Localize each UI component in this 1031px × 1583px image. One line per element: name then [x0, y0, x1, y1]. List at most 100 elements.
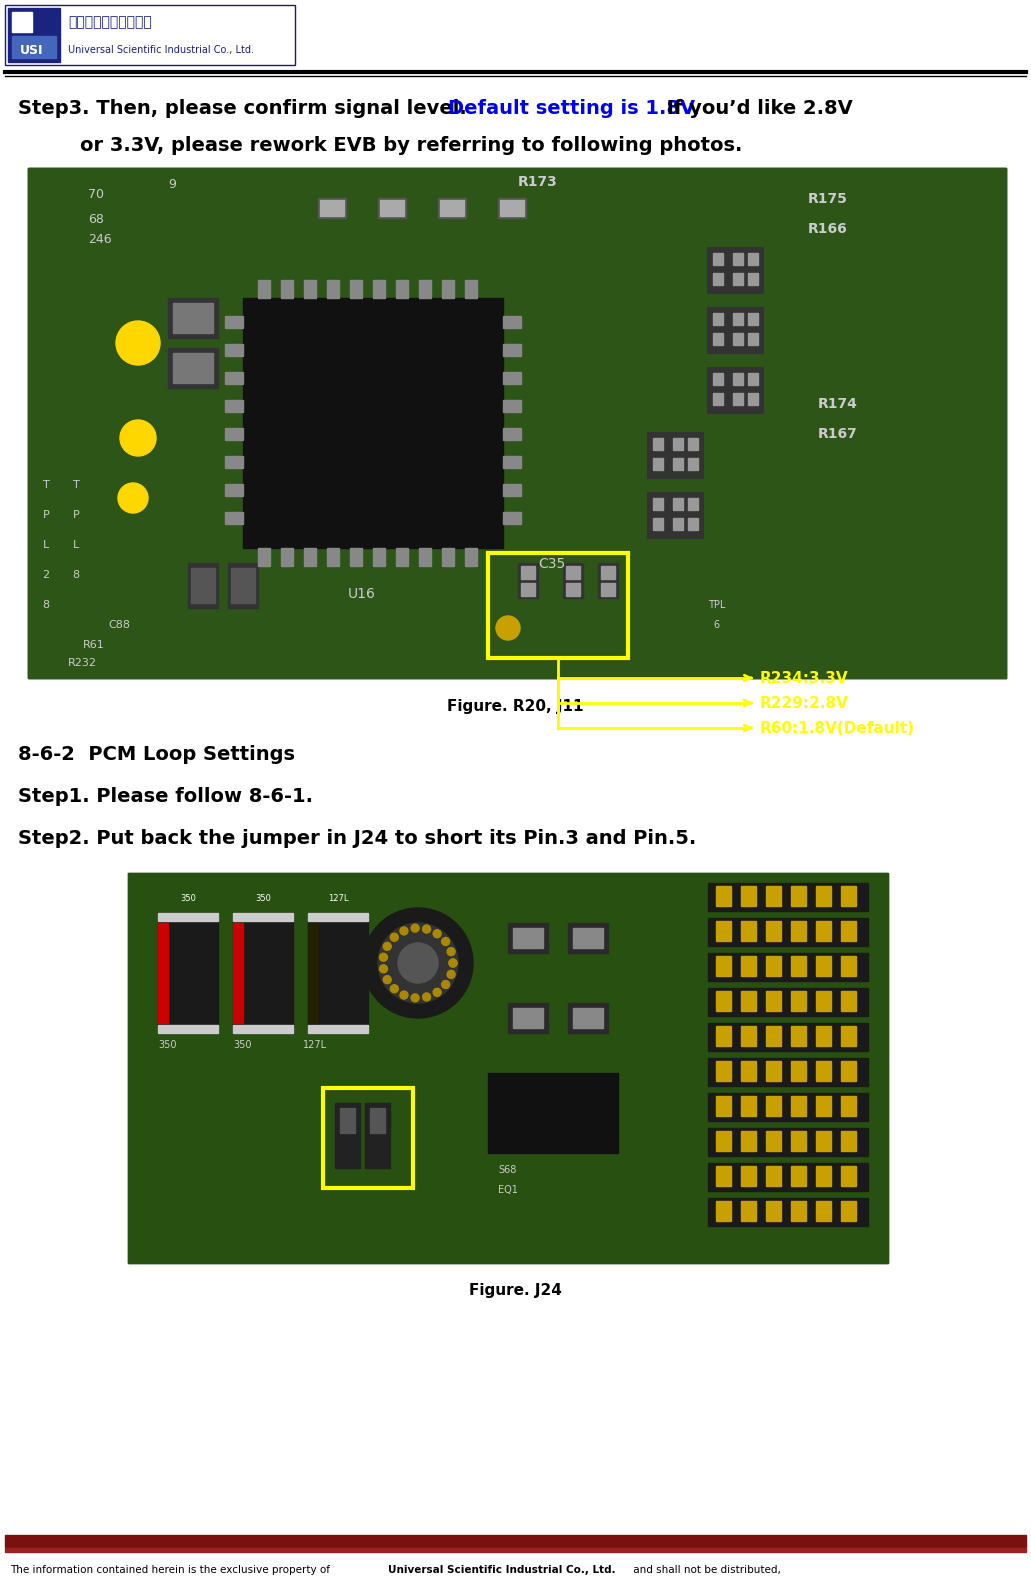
- Bar: [498, 198, 526, 218]
- Bar: [841, 1167, 856, 1186]
- Bar: [816, 1201, 831, 1220]
- Bar: [716, 1026, 731, 1046]
- Bar: [741, 886, 756, 905]
- Bar: [816, 991, 831, 1012]
- Bar: [563, 564, 583, 598]
- Bar: [8, 8, 60, 62]
- Bar: [500, 199, 524, 215]
- Text: R174: R174: [818, 397, 858, 412]
- Bar: [335, 1103, 360, 1168]
- Bar: [708, 1198, 868, 1225]
- Circle shape: [433, 929, 441, 937]
- Bar: [327, 548, 339, 567]
- Bar: [713, 272, 723, 285]
- Bar: [373, 548, 385, 567]
- Bar: [716, 886, 731, 905]
- Bar: [766, 1095, 781, 1116]
- Bar: [841, 1201, 856, 1220]
- Text: 350: 350: [180, 894, 196, 902]
- Bar: [158, 923, 168, 1023]
- Text: USI: USI: [20, 43, 43, 57]
- Text: EQ1: EQ1: [498, 1186, 518, 1195]
- Text: R175: R175: [808, 192, 847, 206]
- Bar: [173, 353, 213, 383]
- Bar: [350, 280, 362, 298]
- Bar: [741, 1167, 756, 1186]
- Text: R232: R232: [68, 659, 97, 668]
- Bar: [350, 548, 362, 567]
- Bar: [653, 457, 663, 470]
- Bar: [648, 492, 703, 538]
- Bar: [708, 918, 868, 947]
- Bar: [741, 1061, 756, 1081]
- Circle shape: [423, 924, 431, 932]
- Bar: [503, 456, 521, 469]
- Text: Universal Scientific Industrial Co., Ltd.: Universal Scientific Industrial Co., Ltd…: [388, 1566, 616, 1575]
- Bar: [791, 1167, 806, 1186]
- Bar: [442, 280, 454, 298]
- Bar: [191, 568, 215, 603]
- Bar: [168, 348, 218, 388]
- Bar: [243, 298, 503, 548]
- Bar: [308, 913, 368, 921]
- Bar: [791, 956, 806, 977]
- Bar: [233, 923, 243, 1023]
- Text: If you’d like 2.8V: If you’d like 2.8V: [660, 98, 853, 117]
- Bar: [816, 1167, 831, 1186]
- Bar: [28, 168, 1006, 678]
- Circle shape: [433, 988, 441, 996]
- Bar: [791, 886, 806, 905]
- Text: The information contained herein is the exclusive property of: The information contained herein is the …: [10, 1566, 333, 1575]
- Circle shape: [379, 964, 388, 974]
- Bar: [841, 1095, 856, 1116]
- Bar: [733, 253, 743, 264]
- Bar: [318, 198, 346, 218]
- Bar: [521, 583, 535, 597]
- Bar: [281, 280, 293, 298]
- Text: L: L: [43, 540, 49, 549]
- Bar: [233, 913, 293, 1034]
- Text: 70: 70: [88, 188, 104, 201]
- Bar: [225, 317, 243, 328]
- Circle shape: [411, 994, 420, 1002]
- Bar: [841, 1061, 856, 1081]
- Text: 6: 6: [713, 621, 720, 630]
- Bar: [816, 886, 831, 905]
- Bar: [5, 1536, 1026, 1547]
- Bar: [733, 374, 743, 385]
- Bar: [741, 1130, 756, 1151]
- Text: Figure. R20, J11: Figure. R20, J11: [446, 698, 584, 714]
- Bar: [320, 199, 344, 215]
- Text: 8: 8: [42, 600, 49, 609]
- Bar: [733, 332, 743, 345]
- Bar: [708, 309, 763, 353]
- Bar: [713, 393, 723, 405]
- Bar: [766, 1130, 781, 1151]
- Text: 350: 350: [158, 1040, 176, 1050]
- Text: 環隆電氣股份有限公司: 環隆電氣股份有限公司: [68, 14, 152, 28]
- Bar: [749, 374, 758, 385]
- Bar: [601, 583, 616, 597]
- Bar: [173, 302, 213, 332]
- Bar: [766, 1026, 781, 1046]
- Bar: [281, 548, 293, 567]
- Circle shape: [400, 928, 408, 936]
- Bar: [766, 1061, 781, 1081]
- Bar: [168, 298, 218, 339]
- Bar: [503, 317, 521, 328]
- Bar: [741, 1026, 756, 1046]
- Bar: [568, 1004, 608, 1034]
- Text: R173: R173: [518, 176, 558, 188]
- Text: 246: 246: [88, 233, 111, 245]
- Bar: [741, 956, 756, 977]
- Bar: [816, 1130, 831, 1151]
- Bar: [733, 393, 743, 405]
- Bar: [396, 548, 408, 567]
- Text: 2: 2: [42, 570, 49, 579]
- Bar: [741, 991, 756, 1012]
- Text: Figure. J24: Figure. J24: [468, 1284, 562, 1298]
- Bar: [713, 313, 723, 325]
- Text: 127L: 127L: [303, 1040, 327, 1050]
- Bar: [688, 518, 698, 530]
- Text: 350: 350: [255, 894, 271, 902]
